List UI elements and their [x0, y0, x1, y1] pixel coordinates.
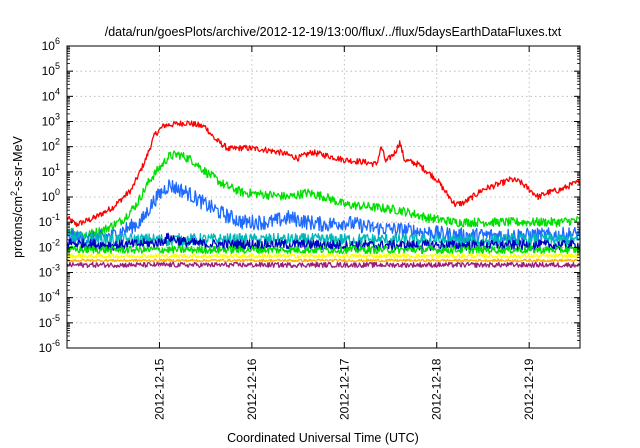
y-tick-label: 104	[42, 86, 60, 103]
y-tick-label: 10-6	[39, 338, 60, 355]
y-axis-label: protons/cm2-s-sr-MeV	[9, 135, 25, 257]
series-line	[66, 261, 581, 269]
series-line	[66, 253, 581, 259]
y-tick-label: 10-3	[39, 263, 60, 280]
y-tick-label: 102	[42, 137, 60, 154]
series-line	[66, 245, 581, 255]
series-layer	[66, 120, 581, 269]
x-axis-label: Coordinated Universal Time (UTC)	[227, 431, 419, 445]
y-tick-label: 105	[42, 61, 60, 78]
y-tick-label: 101	[42, 162, 60, 179]
x-tick-label: 2012-12-17	[337, 358, 351, 420]
y-tick-label: 103	[42, 112, 60, 129]
series-line	[66, 232, 581, 252]
x-tick-label: 2012-12-18	[430, 358, 444, 420]
y-tick-label: 106	[42, 36, 60, 53]
series-line	[66, 258, 581, 263]
series-line	[67, 150, 581, 239]
x-tick-label: 2012-12-19	[522, 358, 536, 420]
grid	[67, 46, 580, 348]
y-axis-label-tail: -s-sr-MeV	[11, 135, 25, 191]
x-tick-label: 2012-12-16	[245, 358, 259, 420]
x-tick-label: 2012-12-15	[152, 358, 166, 420]
y-tick-label: 100	[42, 187, 60, 204]
y-tick-label: 10-5	[39, 313, 60, 330]
y-axis: 10-6 10-5 10-4 10-3 10-2 10-1 100 101 102 103 104 1…	[39, 36, 580, 355]
x-axis: 2012-12-15 2012-12-16 2012-12-17 2012-12-18…	[152, 46, 536, 420]
y-tick-label: 10-1	[39, 212, 60, 229]
y-tick-label: 10-2	[39, 237, 60, 254]
chart-title: /data/run/goesPlots/archive/2012-12-19/1…	[105, 25, 562, 39]
y-tick-label: 10-4	[39, 288, 60, 305]
y-axis-label-main: protons/cm	[11, 196, 25, 258]
series-line	[66, 120, 581, 228]
y-axis-label-superscript: 2	[9, 191, 19, 196]
